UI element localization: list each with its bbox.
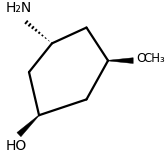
Text: H₂N: H₂N: [5, 1, 32, 15]
Text: CH₃: CH₃: [144, 52, 165, 65]
Text: O: O: [136, 52, 146, 65]
Text: HO: HO: [5, 139, 27, 153]
Polygon shape: [108, 58, 133, 64]
Polygon shape: [17, 115, 39, 137]
